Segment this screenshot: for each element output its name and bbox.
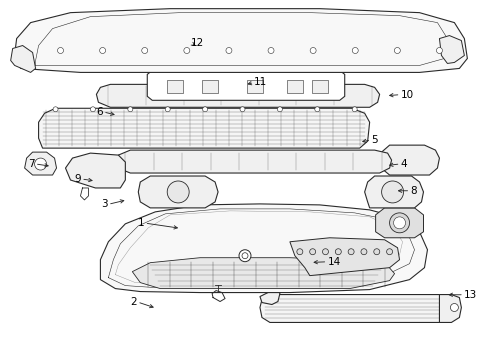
Circle shape	[351, 48, 358, 54]
Polygon shape	[375, 208, 423, 238]
Polygon shape	[167, 80, 183, 93]
Polygon shape	[138, 176, 218, 208]
Circle shape	[373, 249, 379, 255]
Circle shape	[309, 48, 315, 54]
Polygon shape	[246, 80, 263, 93]
Polygon shape	[260, 294, 450, 323]
Polygon shape	[65, 153, 125, 188]
Circle shape	[314, 107, 319, 112]
Circle shape	[35, 158, 46, 170]
Polygon shape	[202, 80, 218, 93]
Circle shape	[239, 250, 250, 262]
Circle shape	[322, 249, 328, 255]
Text: 10: 10	[400, 90, 413, 100]
Circle shape	[389, 213, 408, 233]
Circle shape	[58, 48, 63, 54]
Text: 14: 14	[327, 257, 340, 267]
Polygon shape	[364, 176, 423, 208]
Text: 6: 6	[96, 107, 103, 117]
Circle shape	[242, 253, 247, 259]
Circle shape	[165, 107, 170, 112]
Polygon shape	[147, 71, 344, 100]
Circle shape	[183, 48, 189, 54]
Polygon shape	[15, 9, 467, 72]
Polygon shape	[439, 294, 461, 323]
Text: 4: 4	[400, 159, 407, 169]
Polygon shape	[132, 258, 394, 289]
Polygon shape	[24, 152, 57, 175]
Polygon shape	[116, 150, 391, 173]
Polygon shape	[286, 80, 302, 93]
Circle shape	[167, 181, 189, 203]
Circle shape	[277, 107, 282, 112]
Circle shape	[142, 48, 147, 54]
Circle shape	[347, 249, 353, 255]
Polygon shape	[311, 80, 327, 93]
Text: 1: 1	[138, 218, 144, 228]
Circle shape	[296, 249, 302, 255]
Circle shape	[386, 249, 392, 255]
Polygon shape	[379, 145, 439, 175]
Polygon shape	[11, 45, 36, 72]
Circle shape	[351, 107, 356, 112]
Text: 8: 8	[409, 186, 416, 196]
Circle shape	[449, 303, 457, 311]
Circle shape	[240, 107, 244, 112]
Circle shape	[90, 107, 95, 112]
Polygon shape	[100, 204, 427, 293]
Text: 7: 7	[28, 159, 35, 169]
Circle shape	[127, 107, 133, 112]
Polygon shape	[96, 84, 379, 107]
Circle shape	[335, 249, 341, 255]
Circle shape	[393, 48, 400, 54]
Circle shape	[100, 48, 105, 54]
Polygon shape	[260, 291, 279, 305]
Polygon shape	[289, 238, 399, 276]
Text: 9: 9	[74, 174, 81, 184]
Circle shape	[393, 217, 405, 229]
Circle shape	[202, 107, 207, 112]
Text: 2: 2	[130, 297, 137, 307]
Text: 12: 12	[190, 38, 203, 48]
Text: 3: 3	[101, 199, 108, 210]
Text: 11: 11	[254, 77, 267, 87]
Circle shape	[225, 48, 231, 54]
Circle shape	[309, 249, 315, 255]
Circle shape	[267, 48, 273, 54]
Circle shape	[381, 181, 403, 203]
Text: 13: 13	[463, 290, 476, 300]
Circle shape	[436, 48, 442, 54]
Circle shape	[360, 249, 366, 255]
Polygon shape	[439, 36, 464, 63]
Polygon shape	[39, 108, 369, 148]
Text: 5: 5	[370, 135, 377, 145]
Circle shape	[53, 107, 58, 112]
